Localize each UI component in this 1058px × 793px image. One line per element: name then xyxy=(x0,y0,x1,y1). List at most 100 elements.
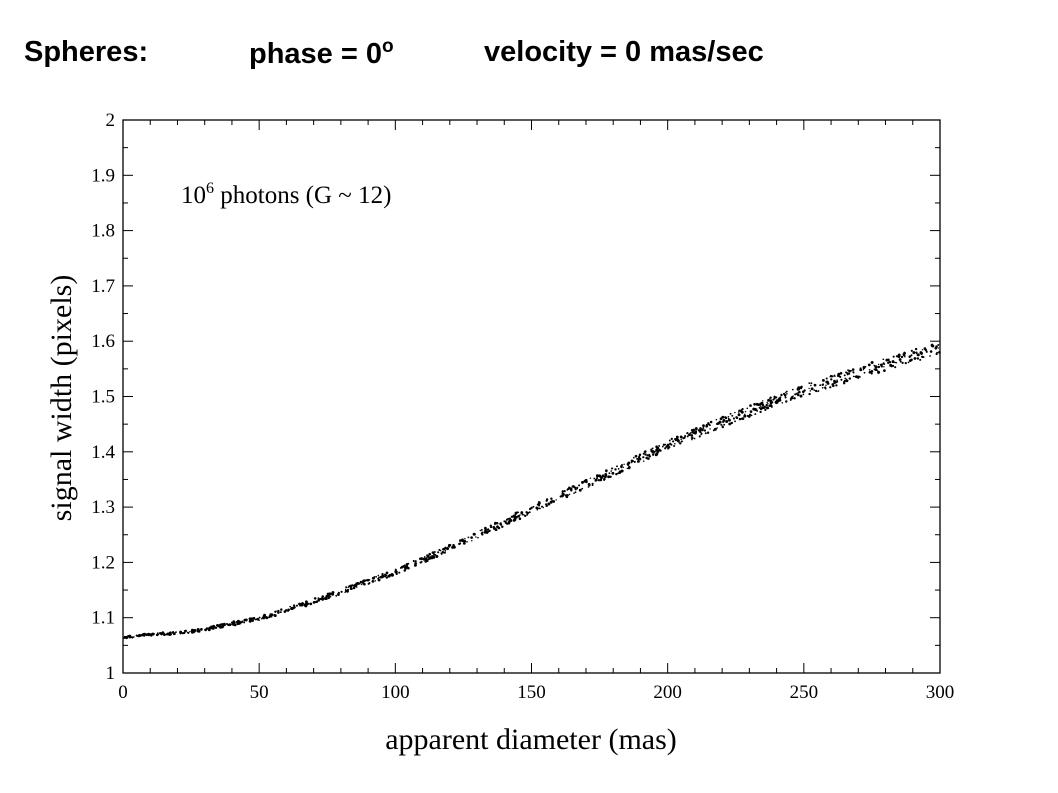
data-point xyxy=(344,591,346,594)
data-point xyxy=(651,447,654,450)
data-point xyxy=(301,604,304,607)
data-point xyxy=(125,636,128,639)
data-point xyxy=(256,617,260,621)
data-point xyxy=(596,476,599,480)
data-point xyxy=(899,360,902,363)
data-point xyxy=(610,470,613,472)
data-point xyxy=(916,357,920,360)
data-point xyxy=(737,411,740,413)
data-point xyxy=(325,597,328,600)
data-point xyxy=(810,384,812,387)
data-point xyxy=(346,589,349,593)
data-point xyxy=(183,631,186,635)
data-point xyxy=(756,409,759,412)
data-point xyxy=(775,401,778,405)
data-point xyxy=(226,623,229,626)
data-point xyxy=(530,506,533,509)
x-tick-label: 0 xyxy=(118,682,128,703)
data-point xyxy=(664,443,667,446)
data-point xyxy=(458,543,460,545)
data-point xyxy=(231,623,234,626)
data-point xyxy=(214,626,217,629)
data-point xyxy=(699,430,702,434)
data-point xyxy=(633,460,636,463)
x-tick-label: 250 xyxy=(790,682,819,703)
data-point xyxy=(264,616,267,619)
data-point xyxy=(315,600,319,604)
data-point xyxy=(690,437,693,439)
title-label: Spheres: xyxy=(24,36,149,68)
data-point xyxy=(507,517,510,520)
data-point xyxy=(486,528,488,531)
data-point xyxy=(862,365,865,369)
data-point xyxy=(655,448,659,452)
data-point xyxy=(744,413,746,416)
data-point xyxy=(907,361,910,364)
y-tick-label: 1.7 xyxy=(91,276,115,297)
data-point xyxy=(674,443,676,445)
data-point xyxy=(894,366,897,369)
data-point xyxy=(464,537,466,540)
data-point xyxy=(617,468,620,470)
data-point xyxy=(607,475,611,479)
data-point xyxy=(504,520,507,523)
data-point xyxy=(779,397,782,399)
data-point xyxy=(650,448,653,451)
data-point xyxy=(781,402,784,404)
data-point xyxy=(441,551,445,554)
data-point xyxy=(549,500,553,504)
data-point xyxy=(453,545,456,549)
data-point xyxy=(384,573,386,576)
data-point xyxy=(385,574,388,577)
data-point xyxy=(773,397,776,400)
data-point xyxy=(616,472,619,475)
data-point xyxy=(651,453,655,456)
data-point xyxy=(916,353,920,357)
data-point xyxy=(741,417,745,420)
data-point xyxy=(778,400,780,403)
data-point xyxy=(432,555,436,559)
data-point xyxy=(331,592,334,595)
data-point xyxy=(462,542,466,545)
y-tick-label: 2 xyxy=(106,110,116,131)
data-point xyxy=(809,390,812,392)
data-point xyxy=(373,576,376,578)
data-point xyxy=(313,597,317,600)
data-point xyxy=(808,387,810,390)
data-point xyxy=(813,383,817,387)
data-point xyxy=(743,414,747,418)
data-point xyxy=(898,358,902,361)
data-point xyxy=(368,582,371,584)
data-point xyxy=(538,504,541,507)
data-point xyxy=(654,453,658,457)
data-point xyxy=(829,386,832,389)
data-point xyxy=(589,477,592,479)
data-point xyxy=(769,397,771,400)
data-point xyxy=(145,633,149,637)
data-point xyxy=(825,377,828,380)
data-point xyxy=(754,413,757,416)
data-point xyxy=(584,478,588,482)
data-point xyxy=(576,487,579,490)
data-point xyxy=(287,608,290,612)
data-point xyxy=(471,540,473,542)
data-point xyxy=(721,415,725,419)
data-point xyxy=(821,378,825,382)
data-point xyxy=(687,433,691,437)
data-point xyxy=(891,360,895,364)
data-point xyxy=(686,435,689,438)
data-point xyxy=(611,467,613,470)
data-point xyxy=(767,398,771,402)
data-point xyxy=(295,604,299,607)
data-point xyxy=(233,623,237,627)
data-point xyxy=(732,417,735,420)
data-point xyxy=(661,445,664,448)
data-point xyxy=(351,584,354,587)
data-point xyxy=(528,511,531,514)
data-point xyxy=(837,374,840,378)
data-point xyxy=(690,434,694,437)
data-point xyxy=(846,373,849,376)
data-point xyxy=(513,518,517,522)
data-point xyxy=(839,371,843,375)
title-phase-text: phase = 0 xyxy=(249,38,382,70)
